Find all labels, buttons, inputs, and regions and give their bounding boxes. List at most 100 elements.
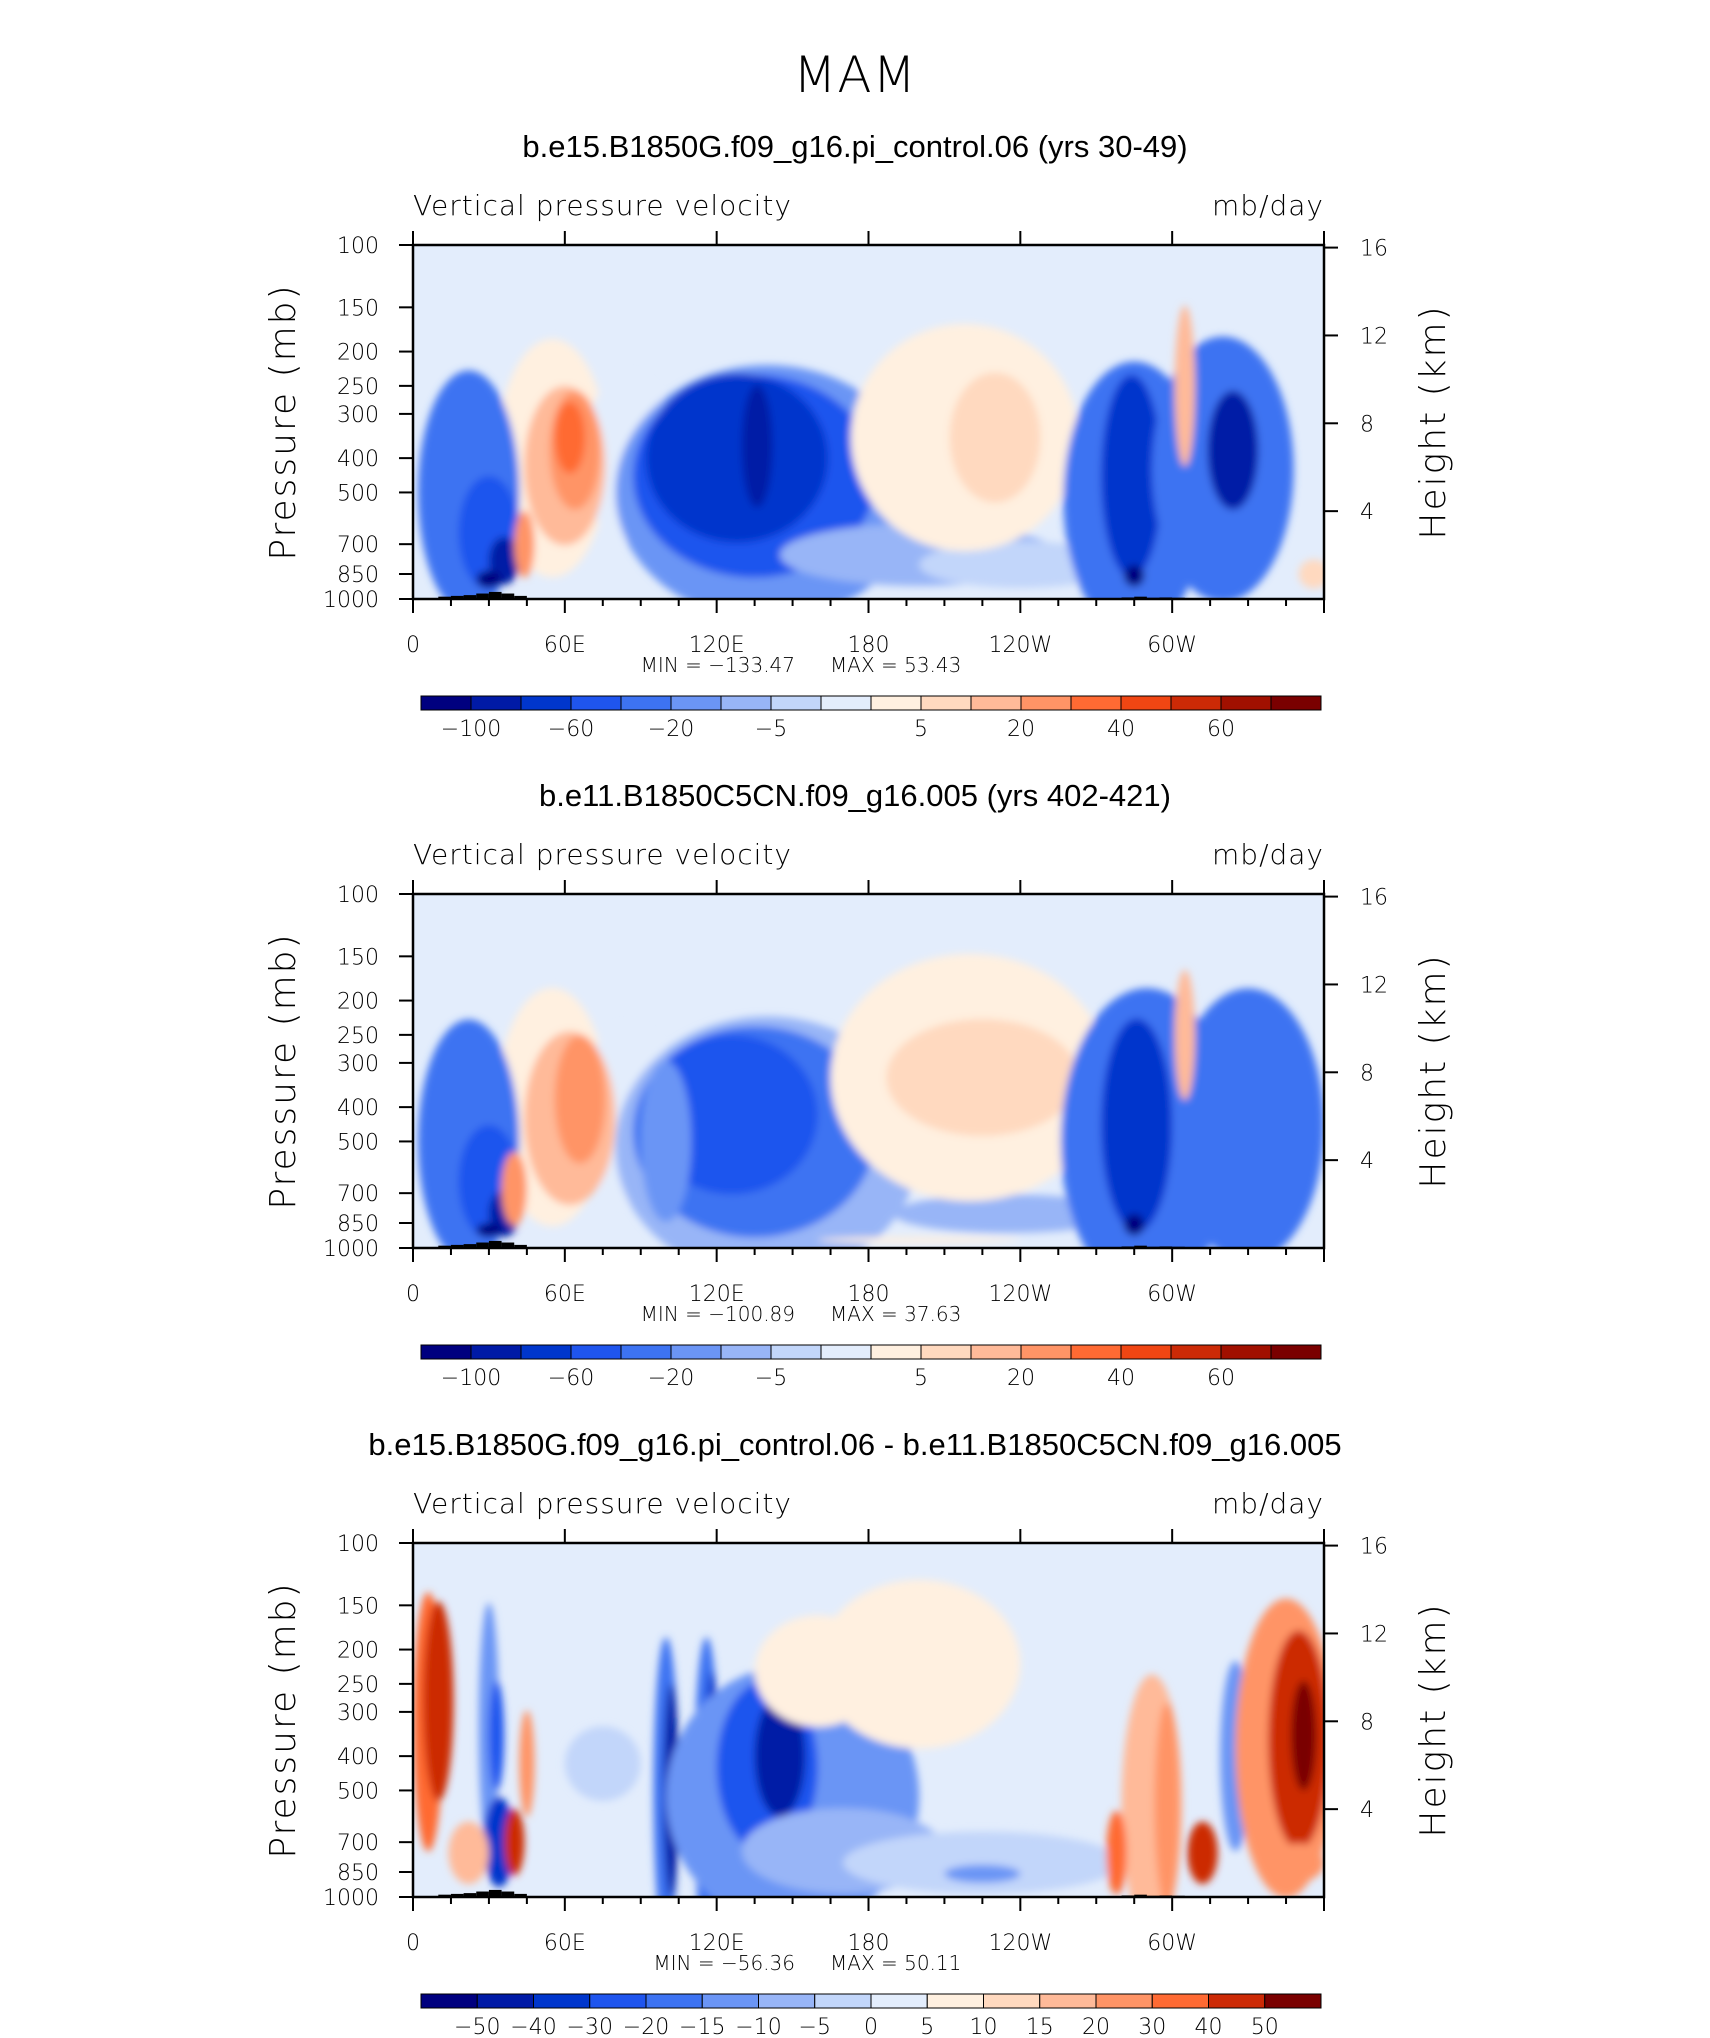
colorbar-swatch	[670, 1344, 722, 1360]
colorbar-label: −20	[648, 1366, 694, 1391]
y-tick-label: 100	[337, 883, 379, 908]
topography-block	[476, 593, 489, 599]
colorbar-swatch	[1170, 1344, 1222, 1360]
contour-blobs	[418, 305, 1324, 599]
colorbar-swatch	[770, 1344, 822, 1360]
colorbar-label: −15	[679, 2015, 725, 2038]
colorbar-swatch	[820, 695, 872, 711]
y-tick-label: 1000	[323, 588, 379, 613]
colorbar-swatch	[1151, 1993, 1209, 2009]
contour-region	[476, 1223, 502, 1237]
colorbar-label: 0	[864, 2015, 878, 2038]
colorbar-swatch	[920, 695, 972, 711]
y-tick-label: 400	[337, 1745, 379, 1770]
topography-block	[476, 1242, 489, 1248]
min-readout: MIN = −133.47	[641, 653, 795, 677]
y-tick-label: 100	[337, 1532, 379, 1557]
contour-region	[1174, 305, 1195, 467]
colorbar-label: 40	[1107, 717, 1135, 742]
colorbar-swatch	[1120, 695, 1172, 711]
colorbar-swatch	[589, 1993, 647, 2009]
topography-block	[488, 591, 502, 599]
x-tick-label: 120W	[988, 633, 1052, 658]
colorbar-label: 50	[1251, 2015, 1279, 2038]
colorbar-label: 5	[914, 717, 928, 742]
y-tick-label: 850	[337, 563, 379, 588]
topography-block	[488, 1889, 502, 1897]
contour-region	[843, 1831, 1122, 1894]
height-tick-label: 16	[1360, 1535, 1388, 1560]
colorbar-swatch	[870, 695, 922, 711]
colorbar-swatch	[570, 1344, 622, 1360]
x-tick-label: 120E	[689, 1282, 745, 1307]
y-tick-label: 200	[337, 341, 379, 366]
x-tick-label: 120E	[689, 1931, 745, 1956]
y-tick-label: 150	[337, 296, 379, 321]
y-tick-label: 400	[337, 447, 379, 472]
y-tick-label: 250	[337, 1024, 379, 1049]
colorbar-swatch	[1039, 1993, 1097, 2009]
subtitle-left: Vertical pressure velocity	[413, 838, 792, 871]
contour-region	[640, 1061, 692, 1222]
contour-region	[476, 570, 502, 589]
colorbar-label: 20	[1007, 717, 1035, 742]
colorbar-swatch	[645, 1993, 703, 2009]
colorbar-label: 20	[1082, 2015, 1110, 2038]
colorbar-label: −5	[799, 2015, 831, 2038]
topography-block	[450, 595, 464, 599]
contour-region	[1298, 559, 1324, 589]
colorbar-label: 60	[1207, 717, 1235, 742]
contour-blobs	[418, 953, 1324, 1248]
subtitle-right: mb/day	[1212, 838, 1324, 871]
colorbar-swatch	[1220, 1344, 1272, 1360]
topography-block	[476, 1891, 489, 1897]
contour-region	[645, 373, 829, 543]
colorbar-label: −10	[735, 2015, 781, 2038]
colorbar-label: −30	[567, 2015, 613, 2038]
y-tick-label: 150	[337, 945, 379, 970]
y-tick-label: 150	[337, 1594, 379, 1619]
topography-block	[463, 1244, 477, 1248]
colorbar-swatch	[1208, 1993, 1266, 2009]
panel-title: b.e15.B1850G.f09_g16.pi_control.06 (yrs …	[522, 129, 1187, 164]
panel-title: b.e11.B1850C5CN.f09_g16.005 (yrs 402-421…	[539, 778, 1171, 813]
colorbar-swatch	[720, 1344, 772, 1360]
colorbar-swatch	[1095, 1993, 1153, 2009]
x-tick-label: 180	[848, 1931, 890, 1956]
colorbar-label: 60	[1207, 1366, 1235, 1391]
y-tick-label: 700	[337, 1831, 379, 1856]
colorbar-swatch	[983, 1993, 1041, 2009]
y-tick-label: 700	[337, 1182, 379, 1207]
colorbar-swatch	[1264, 1993, 1322, 2009]
y-tick-label: 500	[337, 1779, 379, 1804]
y-tick-label: 850	[337, 1861, 379, 1886]
contour-region	[1154, 1702, 1180, 1897]
y-tick-label: 500	[337, 481, 379, 506]
x-tick-label: 60E	[544, 1931, 586, 1956]
colorbar-swatch	[820, 1344, 872, 1360]
colorbar-label: −60	[548, 717, 594, 742]
contour-region	[564, 1726, 641, 1801]
contour-region	[1291, 1680, 1317, 1791]
colorbar-label: 40	[1195, 2015, 1223, 2038]
colorbar-swatch	[420, 1993, 478, 2009]
height-tick-label: 4	[1360, 1149, 1374, 1174]
y-tick-label: 100	[337, 234, 379, 259]
topography-block	[514, 1244, 527, 1248]
contour-region	[817, 1579, 1021, 1749]
colorbar-swatch	[520, 1344, 572, 1360]
contour-field	[413, 245, 1324, 599]
contour-region	[478, 1602, 500, 1851]
y-tick-label: 300	[337, 1052, 379, 1077]
contour-region	[944, 1864, 1021, 1883]
contour-region	[886, 1018, 1079, 1137]
colorbar-swatch	[720, 695, 772, 711]
topography-block	[463, 1893, 477, 1897]
y-tick-label: 200	[337, 1639, 379, 1664]
max-readout: MAX = 50.11	[830, 1951, 961, 1975]
contour-region	[1207, 390, 1259, 510]
y-tick-label: 1000	[323, 1886, 379, 1911]
colorbar-swatch	[670, 695, 722, 711]
colorbar-swatch	[470, 1344, 522, 1360]
